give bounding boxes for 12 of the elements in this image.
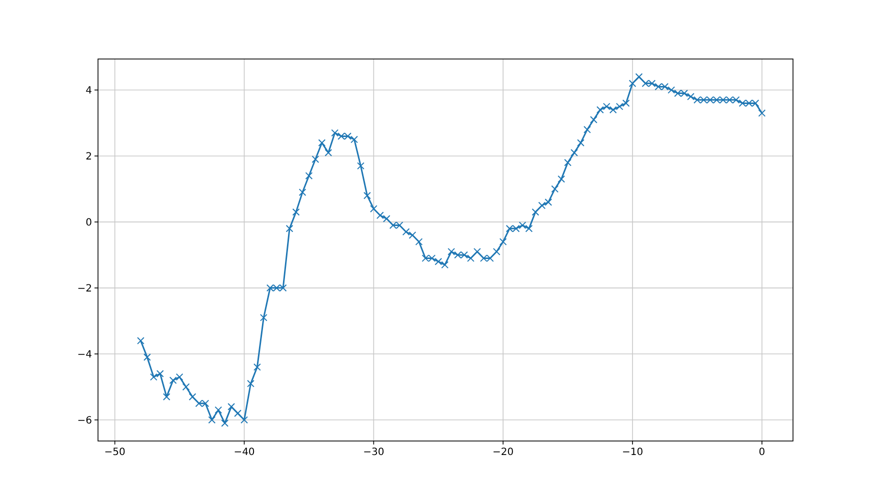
y-tick-label: −4 — [77, 349, 92, 360]
x-tick-label: −10 — [622, 447, 644, 458]
x-tick-label: 0 — [758, 447, 766, 458]
y-tick-label: −2 — [77, 283, 92, 294]
x-tick-label: −30 — [363, 447, 384, 458]
x-tick-label: −40 — [234, 447, 255, 458]
x-tick-label: −50 — [104, 447, 126, 458]
y-tick-label: 0 — [86, 217, 92, 228]
y-tick-label: 4 — [86, 86, 92, 97]
y-tick-label: −6 — [77, 415, 92, 426]
x-tick-label: −20 — [492, 447, 514, 458]
y-tick-label: 2 — [86, 151, 92, 162]
